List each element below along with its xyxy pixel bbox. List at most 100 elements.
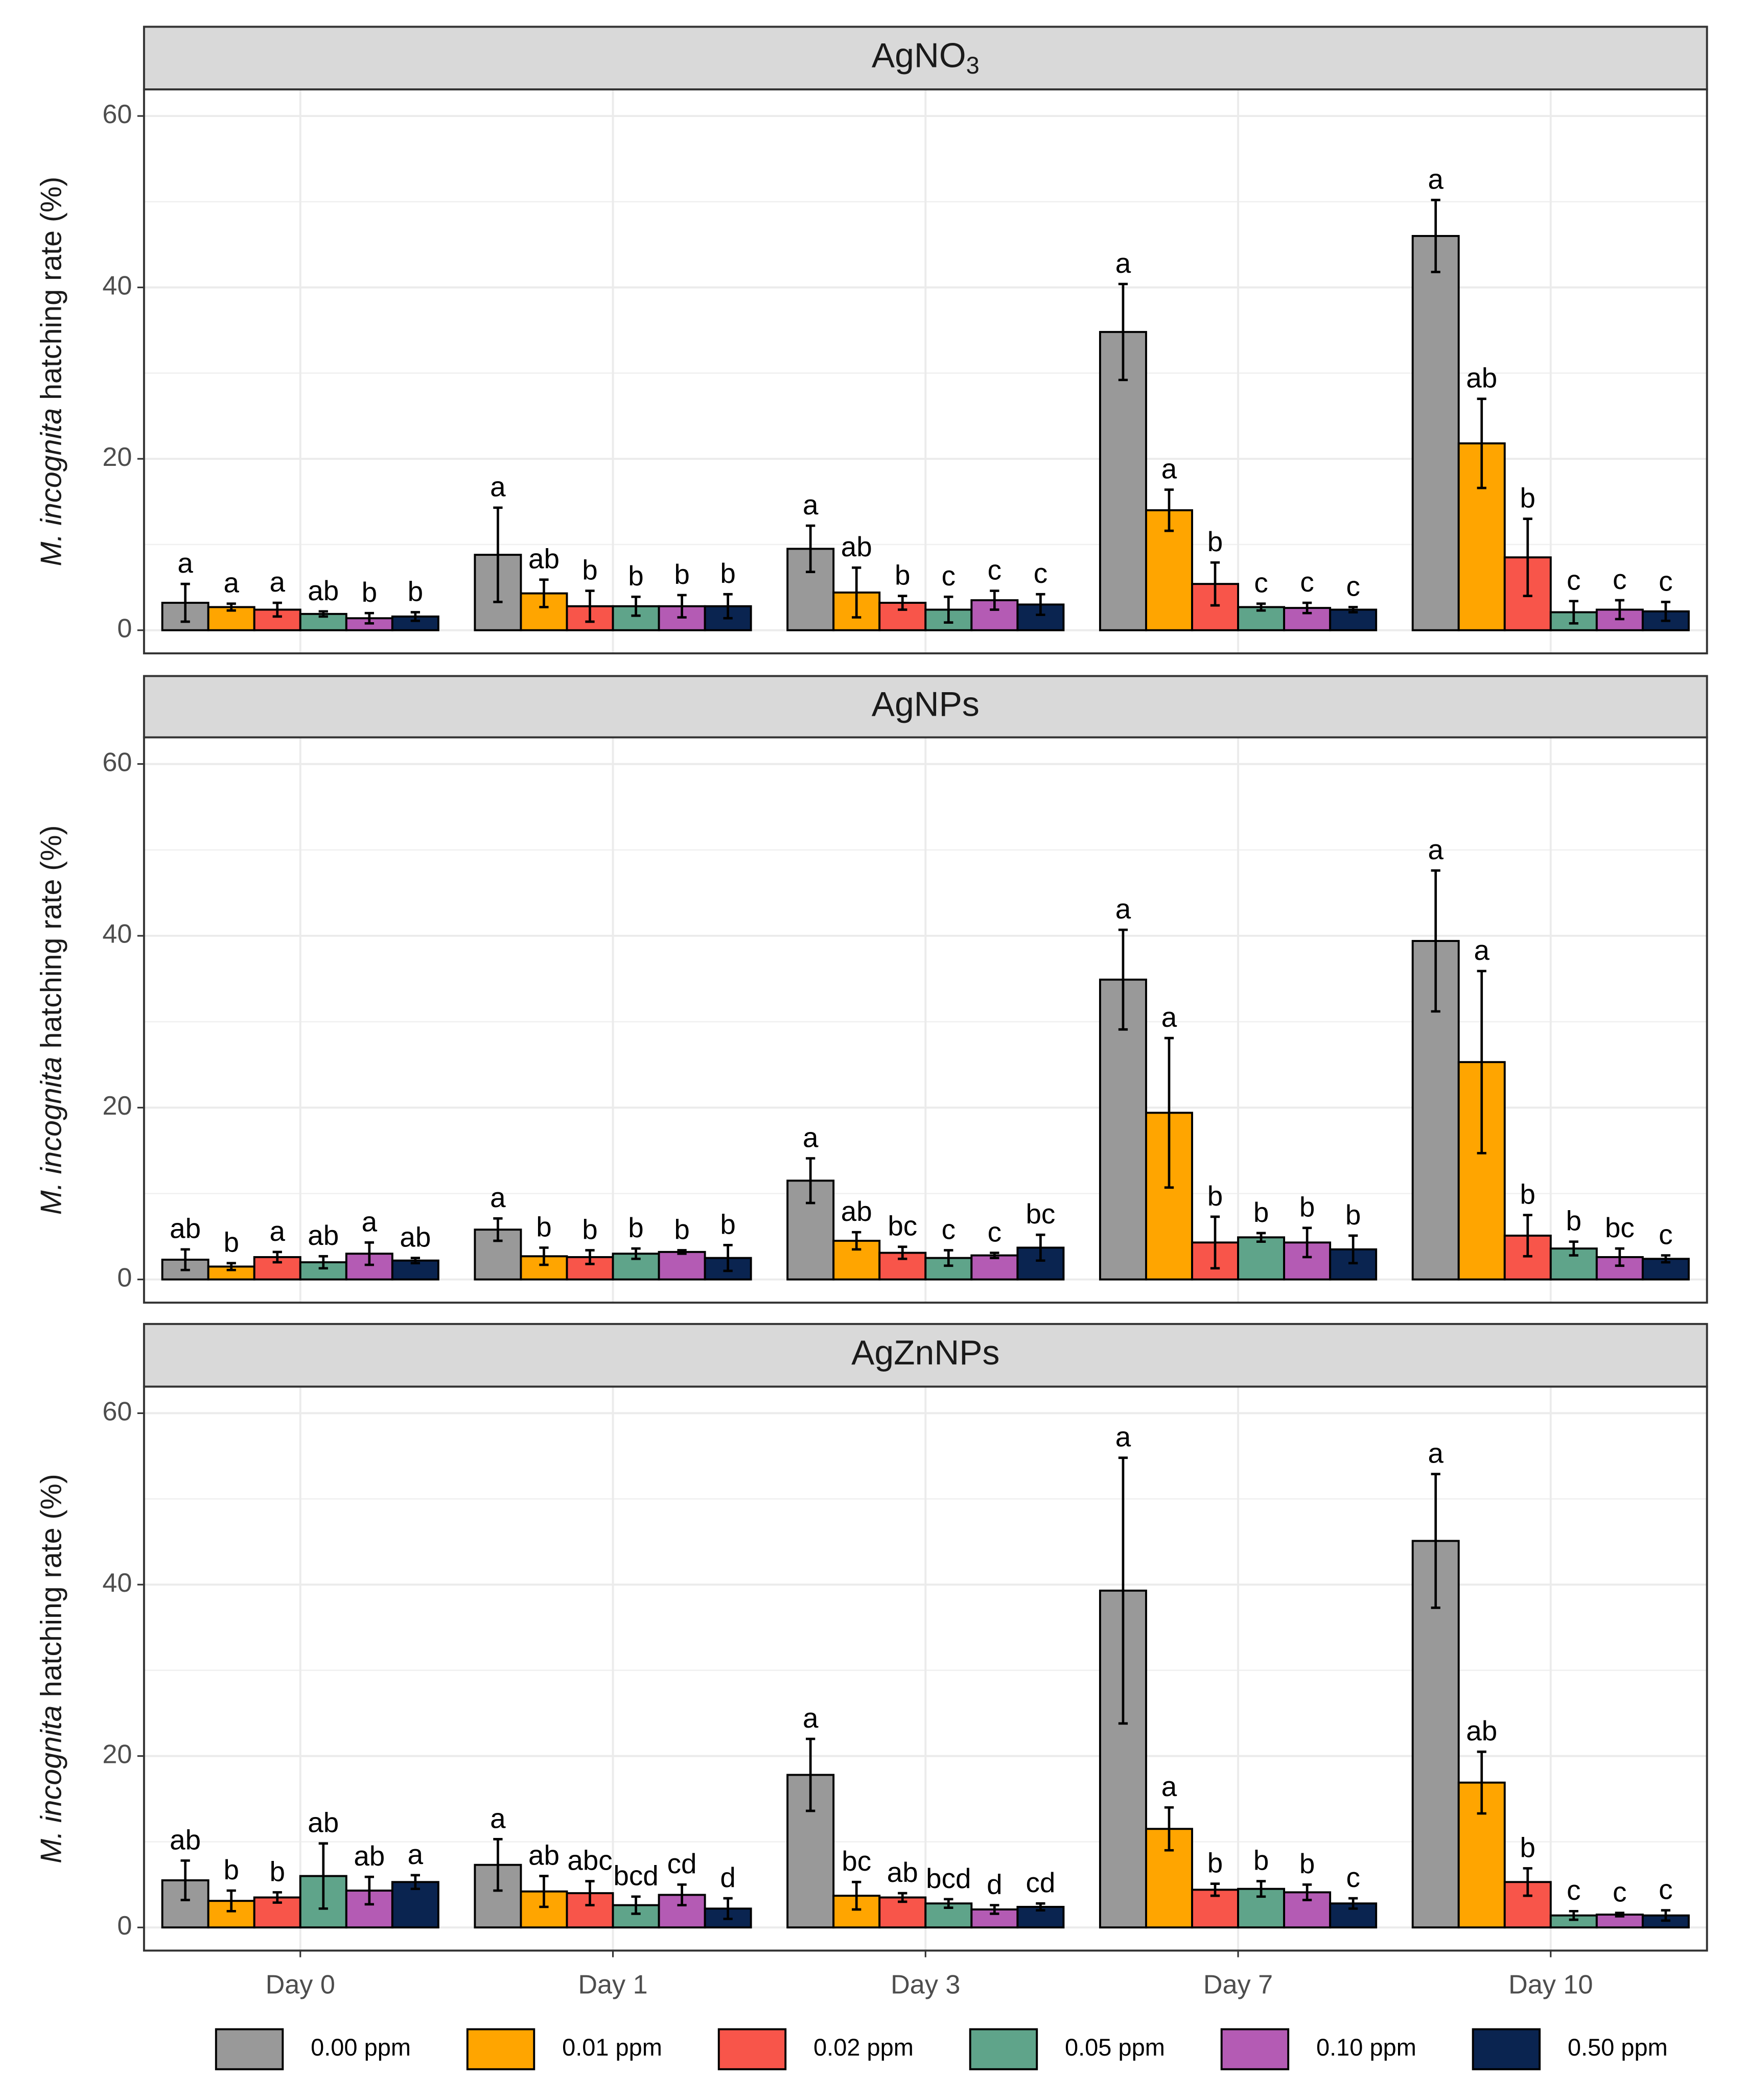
significance-label: b [674, 1213, 689, 1245]
error-bar [539, 1246, 549, 1266]
error-bar [898, 595, 907, 611]
error-bar [1615, 599, 1625, 621]
error-bar [1615, 1247, 1625, 1267]
y-tick-label: 60 [102, 1397, 132, 1426]
bar [1016, 1905, 1065, 1929]
significance-label: ab [528, 1839, 560, 1871]
significance-label: b [1253, 1845, 1269, 1876]
error-bar [852, 1231, 861, 1251]
error-bar [1348, 606, 1358, 614]
error-bar [806, 1157, 816, 1205]
significance-label: a [1428, 834, 1443, 865]
x-tick-label: Day 1 [578, 1970, 647, 2000]
facet-title: AgNO3 [872, 37, 980, 79]
bar [1099, 331, 1147, 631]
y-axis-label: M. incognita hatching rate (%) [35, 1474, 68, 1863]
error-bar [1210, 1882, 1220, 1897]
significance-label: b [1520, 1831, 1535, 1863]
significance-label: a [1474, 934, 1490, 966]
error-bar [723, 1244, 733, 1272]
error-bar [410, 1874, 420, 1891]
significance-label: a [490, 1182, 506, 1213]
significance-label: b [223, 1226, 239, 1258]
facet-title: AgZnNPs [851, 1334, 999, 1372]
significance-label: a [1161, 453, 1177, 485]
significance-label: b [1299, 1848, 1315, 1879]
significance-label: a [490, 471, 506, 503]
significance-label: c [1613, 1876, 1626, 1908]
error-bar [1036, 1233, 1045, 1262]
error-bar [1256, 1880, 1266, 1898]
error-bar [1118, 282, 1128, 382]
error-bar [585, 589, 595, 623]
significance-label: b [536, 1211, 551, 1242]
significance-label: ab [170, 1213, 201, 1244]
significance-label: a [177, 547, 193, 579]
error-bar [493, 1838, 503, 1892]
y-tick-label: 20 [102, 1091, 132, 1121]
legend-label: 0.10 ppm [1316, 2034, 1416, 2061]
significance-label: c [988, 1216, 1001, 1247]
facet-title: AgNPs [872, 685, 980, 723]
error-bar [226, 1262, 236, 1271]
significance-label: c [1300, 566, 1314, 598]
significance-label: b [1520, 1178, 1535, 1210]
significance-label: ab [308, 1219, 339, 1251]
error-bar [990, 1904, 999, 1915]
error-bar [1523, 517, 1532, 597]
significance-label: ab [528, 543, 560, 575]
significance-label: b [1253, 1196, 1269, 1228]
significance-label: ab [354, 1840, 385, 1872]
significance-label: b [628, 1212, 643, 1243]
error-bar [1431, 199, 1440, 273]
error-bar [1036, 593, 1045, 616]
significance-label: c [1659, 565, 1672, 597]
error-bar [1348, 1897, 1358, 1910]
error-bar [1569, 600, 1578, 625]
significance-label: a [269, 566, 285, 598]
y-axis-label: M. incognita hatching rate (%) [35, 825, 68, 1215]
error-bar [990, 589, 999, 611]
significance-label: b [362, 576, 377, 608]
error-bar [1118, 1456, 1128, 1725]
error-bar [1210, 1215, 1220, 1270]
significance-label: c [1567, 564, 1580, 596]
legend-swatch [1472, 2028, 1541, 2070]
y-axis-label-italic: M. incognita [35, 1705, 68, 1863]
error-bar [539, 578, 549, 608]
significance-label: c [1034, 557, 1047, 589]
error-bar [1164, 1036, 1174, 1189]
significance-label: c [1254, 567, 1268, 599]
error-bar [272, 1250, 282, 1264]
error-bar [272, 1891, 282, 1904]
error-bar [944, 1249, 953, 1267]
significance-label: b [269, 1855, 285, 1887]
error-bar [631, 595, 641, 617]
legend-label: 0.50 ppm [1568, 2034, 1668, 2061]
error-bar [318, 1255, 328, 1270]
error-bar [1164, 488, 1174, 532]
y-tick-label: 0 [117, 1263, 132, 1292]
error-bar [318, 1842, 328, 1910]
error-bar [806, 1737, 816, 1812]
facet-strip [143, 26, 1708, 91]
significance-label: c [1567, 1874, 1580, 1906]
significance-label: b [1566, 1205, 1581, 1237]
legend-swatch [1220, 2028, 1290, 2070]
error-bar [898, 1892, 907, 1903]
significance-label: ab [841, 531, 872, 562]
significance-label: a [1115, 247, 1131, 279]
legend-swatch [717, 2028, 787, 2070]
significance-label: a [1428, 1437, 1443, 1469]
y-tick-label: 20 [102, 1739, 132, 1769]
facet-title-text: AgNPs [872, 685, 980, 723]
significance-label: bcd [613, 1860, 658, 1892]
x-tick-label: Day 0 [266, 1970, 335, 2000]
y-tick-label: 40 [102, 919, 132, 949]
error-bar [1431, 1473, 1440, 1609]
significance-label: a [803, 489, 819, 521]
error-bar [180, 582, 190, 623]
significance-label: b [582, 554, 597, 585]
significance-label: c [1613, 563, 1626, 595]
